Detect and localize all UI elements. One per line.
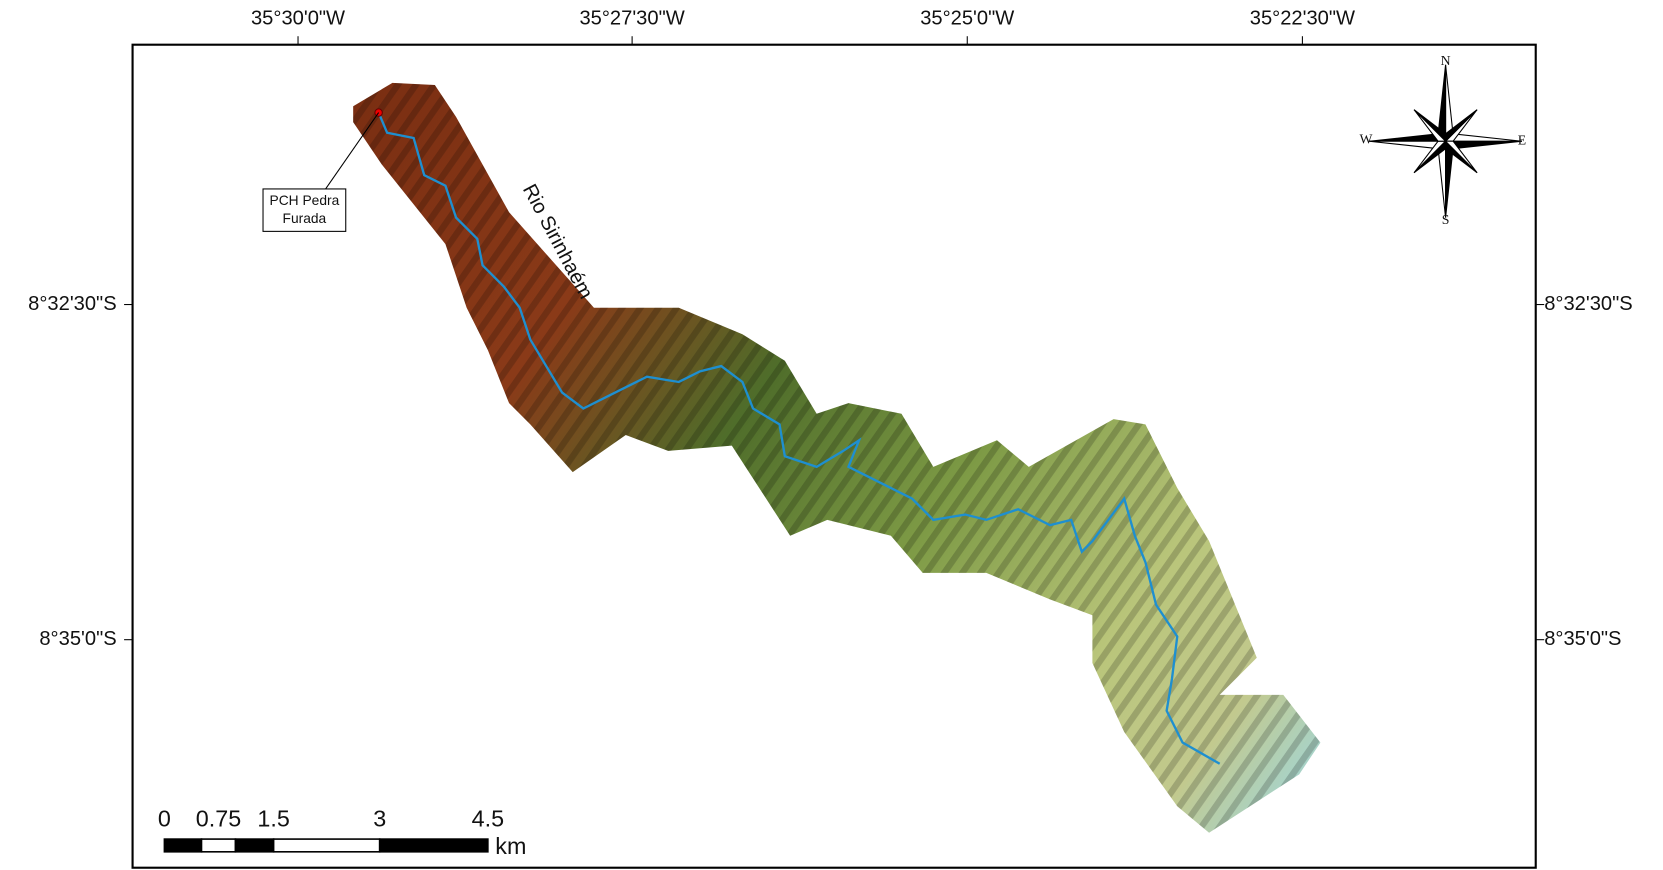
compass-e: E [1518,132,1526,147]
scale-unit: km [495,833,526,859]
map: PCH Pedra Furada Rio Sirinhaém 35°30'0"W… [0,0,1663,870]
lon-label: 35°30'0"W [251,8,345,30]
lat-label: 8°32'30"S [28,293,117,315]
annotation: PCH Pedra Furada [263,191,346,227]
scale-label: 0 [158,805,171,831]
lon-label: 35°22'30"W [1250,8,1355,30]
compass-s: S [1442,212,1450,227]
scale-label: 3 [373,805,386,831]
annotation-wrap: PCH Pedra Furada [263,191,346,231]
lat-label: 8°35'0"S [1544,628,1621,650]
compass-n: N [1441,53,1451,68]
longitude-labels: 35°30'0"W 35°27'30"W 35°25'0"W 35°22'30"… [251,8,1355,45]
compass-w: W [1360,131,1373,146]
scale-label: 0.75 [196,805,241,831]
scale-label: 1.5 [257,805,289,831]
lat-label: 8°32'30"S [1544,293,1633,315]
scale-bar [164,839,487,852]
page: {"map": { "lon_labels": ["35°30'0\"W", "… [0,0,1663,870]
lon-label: 35°25'0"W [920,8,1014,30]
scale-label: 4.5 [472,805,504,831]
lon-label: 35°27'30"W [579,8,684,30]
lat-label: 8°35'0"S [39,628,116,650]
